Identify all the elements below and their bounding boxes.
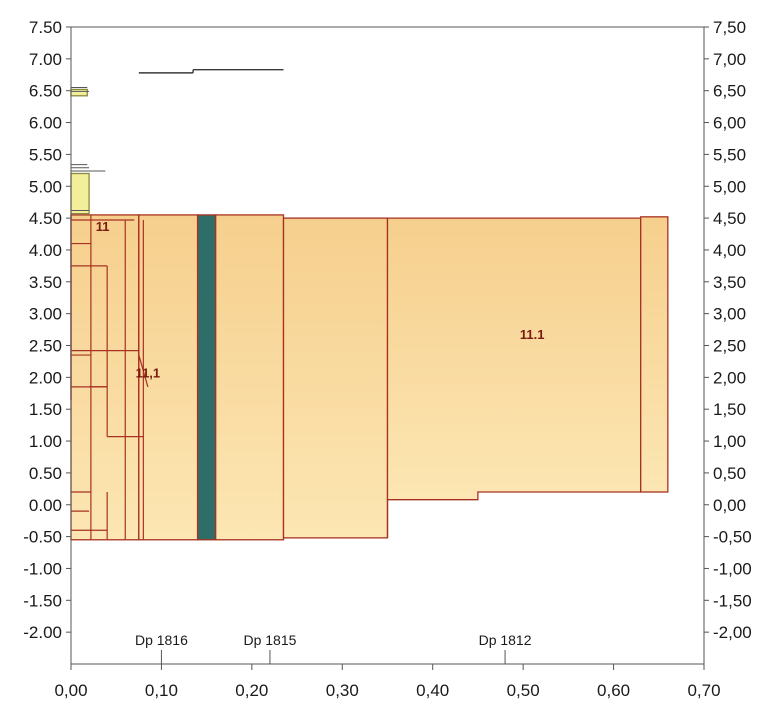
right-tick-label: 0,00 — [713, 496, 746, 515]
right-tick-label: 2,00 — [713, 368, 746, 387]
left-tick-label: -1.50 — [23, 591, 62, 610]
right-tick-label: 6,00 — [713, 114, 746, 133]
left-tick-label: 7.50 — [29, 18, 62, 37]
right-tick-label: 2,50 — [713, 337, 746, 356]
right-tick-label: -1,50 — [713, 591, 752, 610]
right-tick-label: 7,50 — [713, 18, 746, 37]
zone-label: 11,1 — [136, 365, 161, 380]
right-tick-label: 4,00 — [713, 241, 746, 260]
left-tick-label: -0.50 — [23, 528, 62, 547]
left-tick-label: 4.50 — [29, 209, 62, 228]
right-tick-label: -0,50 — [713, 528, 752, 547]
x-tick-label: 0,20 — [235, 681, 268, 700]
left-tick-label: 7.00 — [29, 50, 62, 69]
x-tick-label: 0,30 — [326, 681, 359, 700]
left-tick-label: 5.00 — [29, 177, 62, 196]
yellow-block-low — [70, 172, 90, 215]
right-tick-label: 3,50 — [713, 273, 746, 292]
right-tick-label: 3,00 — [713, 305, 746, 324]
station-label: Dp 1812 — [479, 632, 532, 648]
left-tick-label: 1.00 — [29, 432, 62, 451]
left-tick-label: 2.00 — [29, 368, 62, 387]
left-tick-label: -1.00 — [23, 559, 62, 578]
x-tick-label: 0,40 — [416, 681, 449, 700]
left-tick-label: 0.00 — [29, 496, 62, 515]
left-tick-label: 6.00 — [29, 114, 62, 133]
axes: 7.50 7.00 6.50 6.00 5.50 5.00 4.50 4.00 3.50 3.00… — [23, 18, 752, 700]
body-middle — [282, 217, 389, 539]
layer-boundary — [138, 354, 149, 388]
left-tick-label: 1.50 — [29, 400, 62, 419]
left-tick-label: 2.50 — [29, 337, 62, 356]
chart-labels: Dp 1816 Dp 1815 Dp 1812 11 11,1 11.1 — [96, 219, 545, 664]
body-dp1815 — [215, 214, 285, 541]
left-tick-label: 4.00 — [29, 241, 62, 260]
right-tick-label: 5,50 — [713, 145, 746, 164]
yellow-block-high — [70, 88, 88, 97]
x-tick-label: 0,00 — [54, 681, 87, 700]
x-tick-label: 0,60 — [597, 681, 630, 700]
boundary-lines — [70, 68, 284, 540]
right-tick-label: 4,50 — [713, 209, 746, 228]
soil-bodies — [70, 88, 669, 541]
left-tick-label: 0.50 — [29, 464, 62, 483]
right-tick-label: 0,50 — [713, 464, 746, 483]
left-tick-label: 6.50 — [29, 82, 62, 101]
x-tick-label: 0,50 — [507, 681, 540, 700]
left-tick-label: 5.50 — [29, 145, 62, 164]
zone-label: 11.1 — [520, 327, 545, 342]
x-tick-label: 0,10 — [145, 681, 178, 700]
station-label: Dp 1815 — [243, 632, 296, 648]
right-tick-label: 7,00 — [713, 50, 746, 69]
left-tick-label: -2.00 — [23, 623, 62, 642]
right-tick-label: 5,00 — [713, 177, 746, 196]
right-tick-label: 1,00 — [713, 432, 746, 451]
right-tick-label: -1,00 — [713, 559, 752, 578]
x-tick-label: 0,70 — [687, 681, 720, 700]
body-dp1816 — [138, 214, 199, 541]
body-left-stack — [70, 214, 140, 541]
right-tick-label: -2,00 — [713, 623, 752, 642]
body-right-end — [640, 216, 669, 493]
station-label: Dp 1816 — [135, 632, 188, 648]
teal-band — [196, 214, 217, 541]
body-dp1812 — [386, 217, 642, 501]
zone-label: 11 — [96, 219, 110, 234]
right-tick-label: 6,50 — [713, 82, 746, 101]
left-tick-label: 3.00 — [29, 305, 62, 324]
left-tick-label: 3.50 — [29, 273, 62, 292]
right-tick-label: 1,50 — [713, 400, 746, 419]
